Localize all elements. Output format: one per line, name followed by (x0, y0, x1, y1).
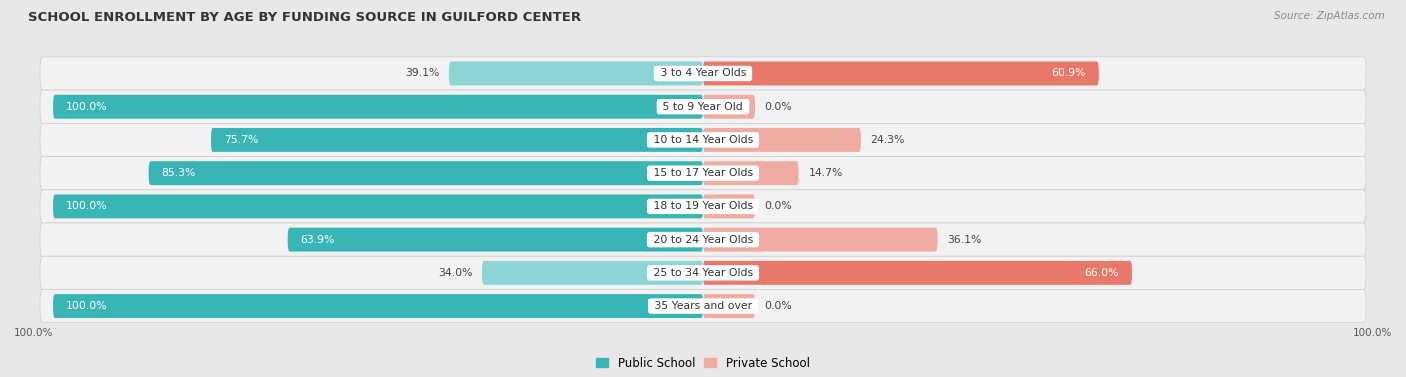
FancyBboxPatch shape (39, 156, 1367, 190)
FancyBboxPatch shape (703, 95, 755, 119)
FancyBboxPatch shape (703, 294, 755, 318)
FancyBboxPatch shape (149, 161, 703, 185)
FancyBboxPatch shape (703, 161, 799, 185)
FancyBboxPatch shape (39, 290, 1367, 323)
Text: 63.9%: 63.9% (301, 234, 335, 245)
Text: 75.7%: 75.7% (224, 135, 259, 145)
FancyBboxPatch shape (703, 61, 1099, 86)
Text: 25 to 34 Year Olds: 25 to 34 Year Olds (650, 268, 756, 278)
FancyBboxPatch shape (39, 223, 1367, 256)
Text: 39.1%: 39.1% (405, 69, 439, 78)
Text: 66.0%: 66.0% (1084, 268, 1119, 278)
FancyBboxPatch shape (703, 128, 860, 152)
Text: 5 to 9 Year Old: 5 to 9 Year Old (659, 102, 747, 112)
FancyBboxPatch shape (39, 57, 1367, 90)
Text: 100.0%: 100.0% (66, 102, 108, 112)
Text: 34.0%: 34.0% (437, 268, 472, 278)
Text: 20 to 24 Year Olds: 20 to 24 Year Olds (650, 234, 756, 245)
Text: 0.0%: 0.0% (765, 201, 793, 211)
Legend: Public School, Private School: Public School, Private School (592, 352, 814, 375)
FancyBboxPatch shape (53, 195, 703, 218)
Text: 100.0%: 100.0% (14, 328, 53, 338)
Text: 15 to 17 Year Olds: 15 to 17 Year Olds (650, 168, 756, 178)
Text: 35 Years and over: 35 Years and over (651, 301, 755, 311)
FancyBboxPatch shape (482, 261, 703, 285)
Text: 18 to 19 Year Olds: 18 to 19 Year Olds (650, 201, 756, 211)
FancyBboxPatch shape (39, 123, 1367, 156)
FancyBboxPatch shape (449, 61, 703, 86)
Text: 0.0%: 0.0% (765, 301, 793, 311)
FancyBboxPatch shape (39, 190, 1367, 223)
FancyBboxPatch shape (39, 256, 1367, 290)
FancyBboxPatch shape (211, 128, 703, 152)
Text: SCHOOL ENROLLMENT BY AGE BY FUNDING SOURCE IN GUILFORD CENTER: SCHOOL ENROLLMENT BY AGE BY FUNDING SOUR… (28, 11, 581, 24)
FancyBboxPatch shape (288, 228, 703, 251)
Text: 36.1%: 36.1% (948, 234, 981, 245)
FancyBboxPatch shape (53, 95, 703, 119)
FancyBboxPatch shape (39, 90, 1367, 123)
Text: 100.0%: 100.0% (66, 301, 108, 311)
Text: 0.0%: 0.0% (765, 102, 793, 112)
Text: 14.7%: 14.7% (808, 168, 842, 178)
Text: 85.3%: 85.3% (162, 168, 195, 178)
Text: 24.3%: 24.3% (870, 135, 905, 145)
Text: 60.9%: 60.9% (1052, 69, 1085, 78)
FancyBboxPatch shape (703, 195, 755, 218)
Text: 100.0%: 100.0% (66, 201, 108, 211)
FancyBboxPatch shape (703, 228, 938, 251)
Text: 3 to 4 Year Olds: 3 to 4 Year Olds (657, 69, 749, 78)
Text: 10 to 14 Year Olds: 10 to 14 Year Olds (650, 135, 756, 145)
Text: Source: ZipAtlas.com: Source: ZipAtlas.com (1274, 11, 1385, 21)
Text: 100.0%: 100.0% (1353, 328, 1392, 338)
FancyBboxPatch shape (53, 294, 703, 318)
FancyBboxPatch shape (703, 261, 1132, 285)
